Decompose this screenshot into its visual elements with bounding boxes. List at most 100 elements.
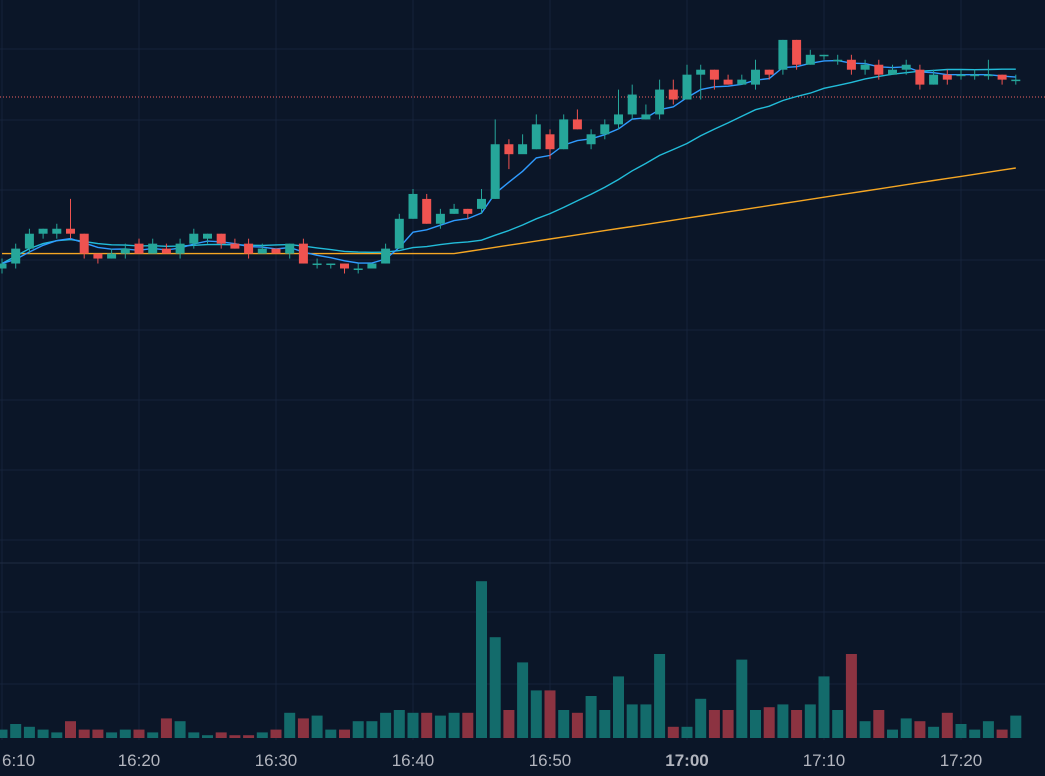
candle xyxy=(888,64,897,75)
volume-bar xyxy=(681,726,693,738)
candle-body xyxy=(1011,79,1021,82)
candle xyxy=(614,89,623,130)
time-axis-label: 16:50 xyxy=(529,751,572,770)
volume-bar xyxy=(859,721,871,738)
volume-bar xyxy=(914,721,926,738)
candle-body xyxy=(0,263,7,269)
volume-bar xyxy=(256,732,268,738)
candle xyxy=(915,64,925,90)
candle xyxy=(298,238,308,264)
volume-bar xyxy=(325,729,337,738)
candle-body xyxy=(888,69,897,75)
volume-bar xyxy=(667,726,679,738)
candle xyxy=(326,263,336,269)
volume-bar xyxy=(92,729,104,738)
volume-bar xyxy=(202,735,213,738)
candle-body xyxy=(148,243,158,254)
candle xyxy=(901,59,911,75)
volume-bar xyxy=(777,704,789,738)
volume-bar xyxy=(613,676,624,738)
candle xyxy=(312,258,322,269)
volume-bar xyxy=(448,712,460,738)
volume-bar xyxy=(640,704,652,738)
volume-bar xyxy=(366,721,378,738)
candle-body xyxy=(696,69,706,75)
candle xyxy=(161,243,171,254)
candle xyxy=(641,104,651,120)
candle-body xyxy=(394,218,404,249)
volume-bar xyxy=(270,729,282,738)
volume-bar xyxy=(188,732,200,738)
volume-bar xyxy=(763,707,775,738)
candle-body xyxy=(257,248,267,254)
time-axis-label: 17:10 xyxy=(803,751,846,770)
volume-bar xyxy=(654,654,666,738)
candle-body xyxy=(79,233,89,254)
time-axis-label: 17:20 xyxy=(940,751,983,770)
volume-bar xyxy=(695,698,707,738)
volume-bar xyxy=(229,735,241,738)
candle xyxy=(572,109,582,130)
volume-bar xyxy=(544,690,556,738)
candles[interactable] xyxy=(0,39,1021,274)
volume-bar xyxy=(380,712,392,738)
volume-bar xyxy=(900,718,912,738)
volume-bar xyxy=(174,721,186,738)
candle-body xyxy=(819,54,829,57)
volume-bar xyxy=(147,732,159,738)
candle-body xyxy=(298,243,308,264)
volume-bar xyxy=(982,721,994,738)
volume-bar xyxy=(37,729,49,738)
candle-body xyxy=(764,69,774,75)
volume-bar xyxy=(750,710,761,738)
candle-body xyxy=(600,124,610,135)
candle xyxy=(874,59,884,80)
time-axis-label: 16:30 xyxy=(255,751,298,770)
volume-bar xyxy=(311,715,323,738)
candle-body xyxy=(175,243,185,254)
volume-bar xyxy=(941,712,953,738)
volume-bar xyxy=(10,724,22,738)
candle-body xyxy=(997,74,1007,80)
volume-bar xyxy=(476,581,487,738)
volume-bar xyxy=(119,729,131,738)
candle xyxy=(518,134,528,155)
volume-bar xyxy=(243,735,255,738)
candle-body xyxy=(572,119,582,130)
volume-bar xyxy=(23,726,35,738)
candle-body xyxy=(326,263,336,266)
candle-body xyxy=(531,124,541,150)
candle xyxy=(942,69,952,85)
volume-bar xyxy=(489,637,501,738)
candle xyxy=(257,243,267,254)
candle-body xyxy=(285,243,295,254)
volume-bar xyxy=(626,704,638,738)
candle xyxy=(860,59,870,75)
candle xyxy=(175,238,185,259)
candle xyxy=(504,139,514,170)
candle xyxy=(394,213,404,249)
candle-body xyxy=(614,114,623,125)
volume-bar xyxy=(969,729,981,738)
volume-bar xyxy=(708,710,720,738)
candle xyxy=(353,263,363,274)
volume-bar xyxy=(352,721,364,738)
candle xyxy=(120,243,130,259)
candle-body xyxy=(52,228,62,234)
candle xyxy=(833,54,843,65)
candle xyxy=(0,258,7,274)
candle xyxy=(367,263,377,269)
candle-body xyxy=(627,94,637,115)
volume-bar xyxy=(462,712,474,738)
candle-body xyxy=(545,134,555,150)
time-axis[interactable]: 6:10 16:20 16:30 16:40 16:50 17:00 17:10 17:20 xyxy=(2,751,982,770)
volume-bar xyxy=(845,654,857,738)
candle xyxy=(148,238,158,254)
candle-body xyxy=(956,74,966,77)
candle-body xyxy=(504,144,514,155)
candle-body xyxy=(134,243,144,254)
volume-bar xyxy=(503,710,515,738)
volume-bar xyxy=(51,732,63,738)
